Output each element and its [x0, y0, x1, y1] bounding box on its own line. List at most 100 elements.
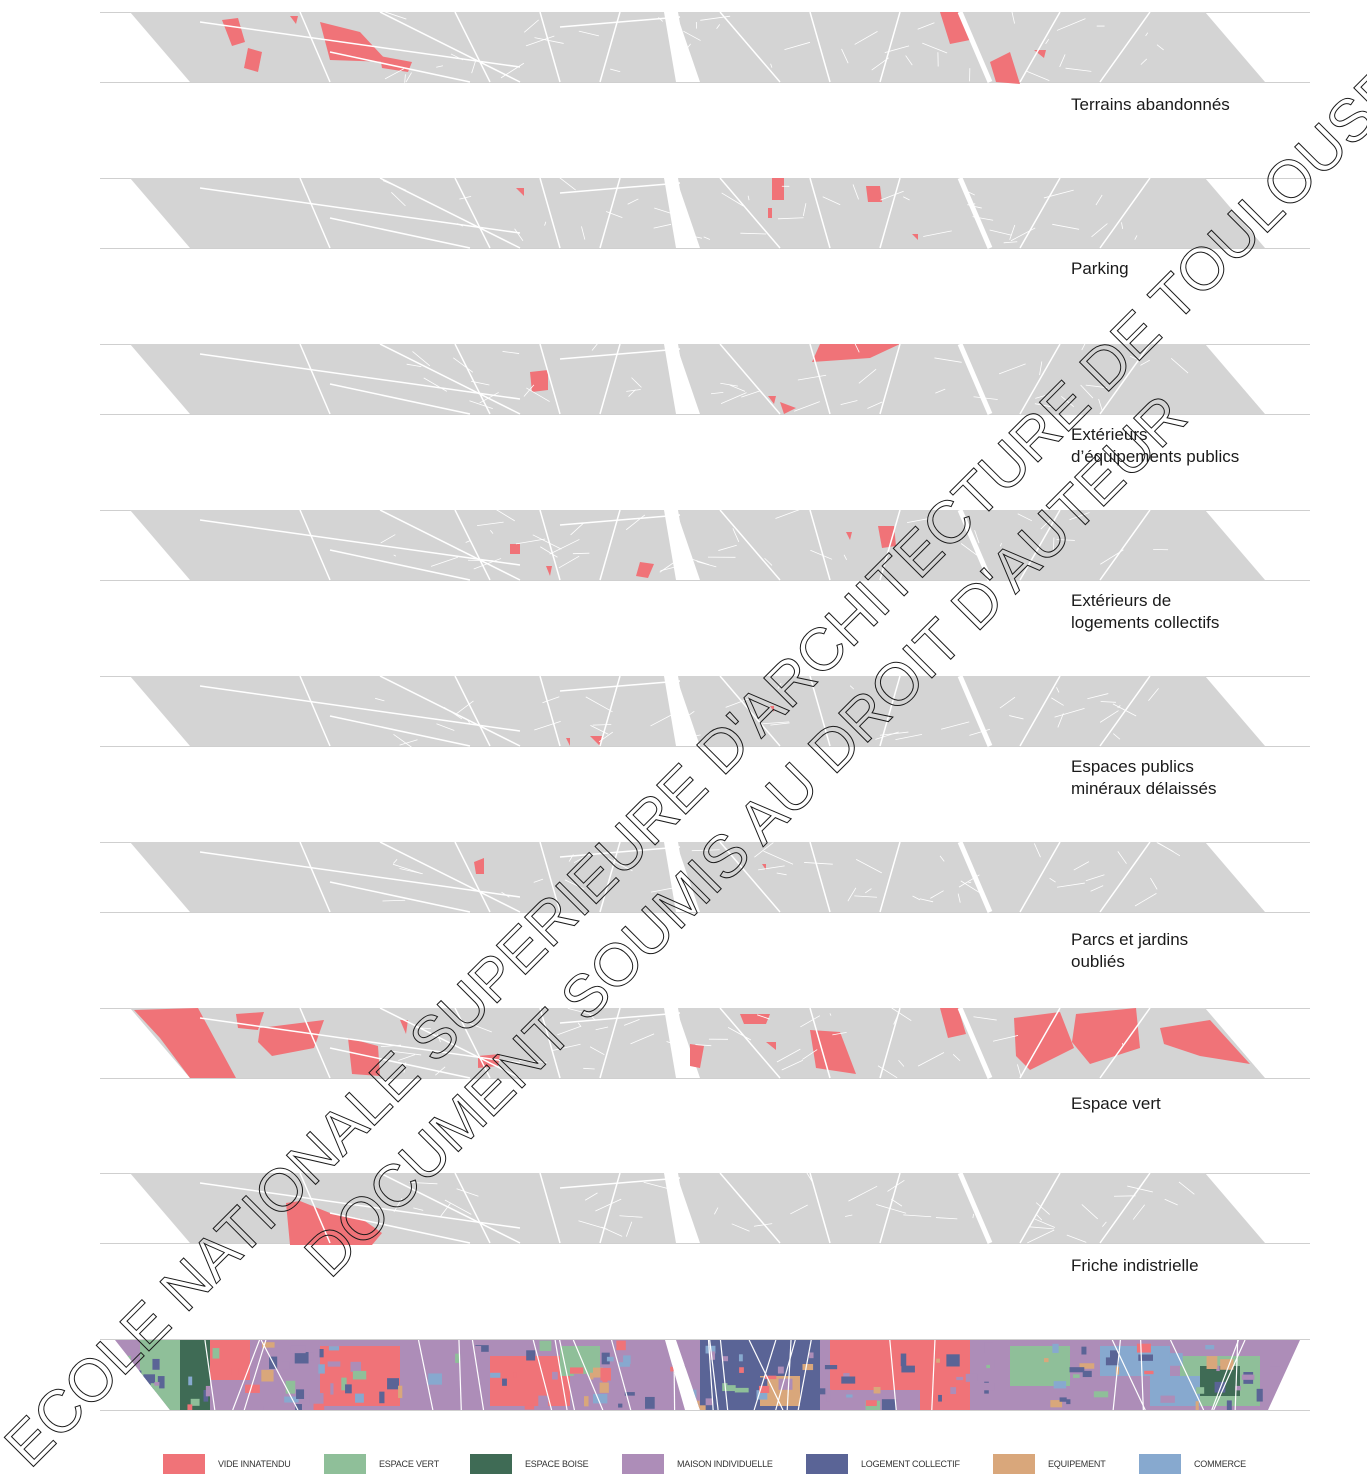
road [559, 348, 681, 360]
street [1054, 707, 1085, 718]
road [610, 1340, 632, 1410]
road [379, 344, 521, 415]
road [1213, 1340, 1246, 1410]
street [1009, 715, 1024, 720]
land-use-parcel [600, 1367, 611, 1381]
composite-map [100, 1339, 1310, 1411]
land-use-parcel [606, 1356, 614, 1362]
land-use-parcel [1256, 1388, 1263, 1402]
street [453, 357, 474, 373]
land-use-parcel [281, 1361, 290, 1370]
street [607, 857, 633, 872]
road [539, 676, 561, 747]
street [526, 387, 550, 402]
street [907, 518, 928, 524]
land-use-parcel [956, 1376, 964, 1381]
land-use-parcel [881, 1399, 897, 1410]
street [591, 344, 598, 351]
land-use-parcel [474, 1345, 482, 1358]
land-use-parcel [1044, 1358, 1049, 1363]
river-gap [664, 344, 690, 414]
street [917, 22, 935, 30]
map-left-section [130, 178, 685, 248]
road [417, 1340, 434, 1410]
street [592, 724, 612, 726]
road [719, 344, 781, 415]
street [1164, 1198, 1178, 1206]
land-use-parcel [1052, 1343, 1059, 1353]
street [847, 887, 857, 902]
street [695, 1044, 712, 1047]
street [631, 377, 642, 388]
land-use-parcel [1081, 1346, 1087, 1355]
street [382, 180, 407, 191]
street [610, 68, 621, 73]
road [599, 344, 621, 415]
road [554, 1340, 568, 1410]
street [843, 554, 848, 560]
land-use-parcel [584, 1396, 589, 1407]
land-use-parcel [734, 1387, 749, 1393]
street [732, 528, 740, 543]
highlight-area [566, 738, 570, 746]
street [1085, 874, 1105, 882]
street [573, 856, 586, 864]
street [577, 1022, 582, 1027]
road [559, 514, 681, 526]
street [721, 192, 744, 207]
street [659, 562, 674, 573]
highlight-area [1072, 1008, 1140, 1064]
street [1127, 1185, 1153, 1193]
highlight-area [990, 52, 1020, 84]
street [747, 195, 750, 201]
street [1129, 355, 1139, 361]
land-use-parcel [1269, 1366, 1281, 1374]
road [559, 680, 681, 692]
road [879, 510, 901, 581]
street [776, 1048, 801, 1063]
map-right-section [676, 178, 1265, 248]
street [903, 1214, 932, 1218]
street [941, 721, 970, 730]
land-use-parcel [341, 1377, 347, 1391]
street [762, 721, 790, 725]
strip-espacevert: Espace vert [0, 1008, 1367, 1138]
land-use-parcel [671, 1364, 686, 1369]
street [500, 62, 525, 79]
caption-line: Espace vert [1071, 1094, 1161, 1113]
street [854, 344, 860, 353]
street [848, 1185, 878, 1202]
land-use-parcel [379, 1391, 385, 1404]
road [454, 510, 491, 581]
street [810, 549, 833, 560]
road [1140, 1340, 1144, 1410]
land-use-parcel [398, 1385, 403, 1399]
street [534, 37, 564, 44]
legend-label: ESPACE BOISE [525, 1459, 589, 1469]
road [957, 676, 993, 747]
strip-map [100, 1173, 1310, 1245]
street [380, 1044, 402, 1048]
land-use-parcel [319, 1349, 324, 1358]
street [797, 374, 827, 381]
highlight-area [740, 1014, 770, 1024]
street [619, 1215, 643, 1218]
street [960, 880, 983, 895]
highlight-area [772, 178, 784, 200]
highlight-area [940, 12, 970, 44]
street [1117, 851, 1127, 864]
street [935, 1217, 958, 1220]
land-use-parcel [706, 1370, 713, 1381]
street [720, 382, 738, 387]
street [587, 1011, 596, 1021]
road [1112, 1340, 1121, 1410]
land-use-parcel [145, 1383, 160, 1392]
street [776, 872, 787, 876]
road [599, 1008, 621, 1079]
highlight-area [770, 706, 774, 712]
road [1099, 12, 1151, 83]
land-use-parcel [309, 1352, 314, 1361]
street [393, 1198, 403, 1213]
road [379, 842, 521, 913]
land-use-parcel [313, 1398, 325, 1410]
